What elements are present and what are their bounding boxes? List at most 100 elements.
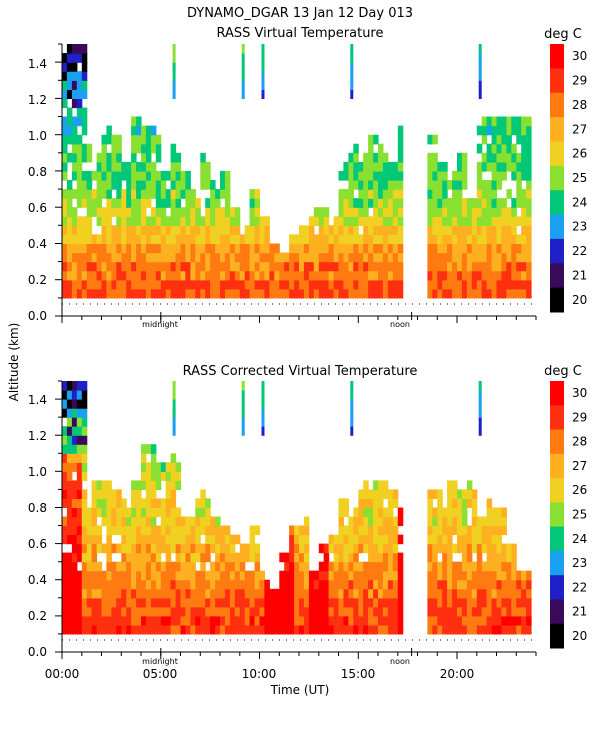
heatmap-cell [62, 453, 68, 463]
heatmap-cell [457, 161, 463, 172]
heatmap-cell [71, 62, 78, 72]
heatmap-cell [378, 152, 384, 163]
heatmap-cell [150, 570, 157, 581]
heatmap-cell [333, 543, 340, 554]
heatmap-cell [131, 243, 137, 254]
heatmap-cell [427, 597, 433, 608]
heatmap-cell [442, 579, 448, 590]
heatmap-cell [457, 189, 463, 199]
heatmap-cell [116, 261, 122, 272]
heatmap-cell [447, 570, 453, 581]
heatmap-cell [66, 62, 73, 72]
heatmap-cell [86, 279, 93, 290]
heatmap-cell [303, 561, 310, 572]
heatmap-cell [136, 243, 142, 254]
heatmap-cell [353, 579, 359, 590]
heatmap-cell [126, 552, 132, 563]
heatmap-cell [150, 561, 157, 572]
heatmap-cell [205, 270, 211, 281]
heatmap-cell [363, 597, 369, 608]
heatmap-cell [141, 288, 147, 299]
heatmap-cell [373, 216, 379, 226]
heatmap-cell [224, 207, 231, 217]
heatmap-cell [471, 507, 478, 518]
heatmap-cell [141, 134, 147, 145]
heatmap-cell [111, 579, 117, 590]
heatmap-cell [195, 552, 201, 563]
heatmap-cell [160, 534, 167, 545]
heatmap-cell [91, 570, 98, 581]
heatmap-cell [185, 261, 191, 272]
heatmap-cell [308, 615, 315, 626]
heatmap-cell [62, 435, 68, 445]
heatmap-cell [224, 543, 231, 554]
heatmap-cell [313, 624, 320, 635]
heatmap-cell [491, 588, 498, 599]
heatmap-cell [452, 516, 458, 527]
heatmap-cell [338, 597, 344, 608]
heatmap-cell [378, 261, 384, 272]
heatmap-spike [172, 53, 176, 63]
heatmap-cell [476, 170, 483, 181]
heatmap-cell [220, 270, 226, 281]
heatmap-cell [491, 134, 498, 145]
heatmap-cell [205, 216, 211, 226]
heatmap-cell [66, 570, 73, 581]
heatmap-cell [294, 615, 300, 626]
colorbar-tick-28: 28 [572, 98, 587, 112]
heatmap-cell [368, 134, 374, 145]
heatmap-cell [244, 597, 251, 608]
heatmap-cell [224, 189, 231, 199]
heatmap-cell [387, 624, 394, 635]
heatmap-cell [353, 615, 359, 626]
heatmap-cell [131, 534, 137, 545]
heatmap-cell [165, 216, 172, 226]
heatmap-cell [190, 516, 196, 527]
heatmap-cell [373, 234, 379, 245]
heatmap-cell [526, 198, 532, 208]
heatmap-cell [136, 134, 142, 145]
heatmap-cell [506, 225, 512, 235]
heatmap-cell [353, 243, 359, 254]
heatmap-cell [353, 161, 359, 172]
heatmap-cell [224, 216, 231, 226]
heatmap-cell [66, 152, 73, 163]
heatmap-cell [461, 243, 468, 254]
heatmap-cell [313, 207, 320, 217]
heatmap-cell [353, 234, 359, 245]
heatmap-cell [116, 143, 122, 154]
heatmap-cell [289, 561, 295, 572]
heatmap-cell [145, 480, 152, 490]
heatmap-cell [210, 615, 216, 626]
heatmap-cell [496, 270, 502, 281]
heatmap-cell [481, 597, 488, 608]
xtick-05-00: 05:00 [143, 667, 178, 681]
heatmap-cell [101, 570, 107, 581]
heatmap-cell [363, 207, 369, 217]
heatmap-cell [461, 525, 468, 536]
heatmap-cell [76, 288, 83, 299]
heatmap-cell [165, 243, 172, 254]
heatmap-cell [432, 552, 438, 563]
heatmap-cell [141, 543, 147, 554]
heatmap-cell [501, 279, 507, 290]
heatmap-cell [160, 471, 167, 481]
heatmap-cell [476, 588, 483, 599]
heatmap-cell [229, 624, 236, 635]
heatmap-cell [205, 570, 211, 581]
heatmap-spike [350, 399, 354, 409]
heatmap-cell [165, 561, 172, 572]
heatmap-cell [378, 207, 384, 217]
heatmap-cell [447, 579, 453, 590]
heatmap-cell [338, 198, 344, 208]
heatmap-cell [501, 507, 507, 518]
heatmap-cell [526, 588, 532, 599]
heatmap-cell [343, 525, 349, 536]
heatmap-cell [141, 270, 147, 281]
heatmap-cell [358, 279, 364, 290]
panel1-axes [61, 44, 536, 317]
heatmap-cell [150, 516, 157, 527]
heatmap-cell [150, 134, 157, 145]
heatmap-cell [86, 180, 93, 190]
heatmap-cell [353, 588, 359, 599]
